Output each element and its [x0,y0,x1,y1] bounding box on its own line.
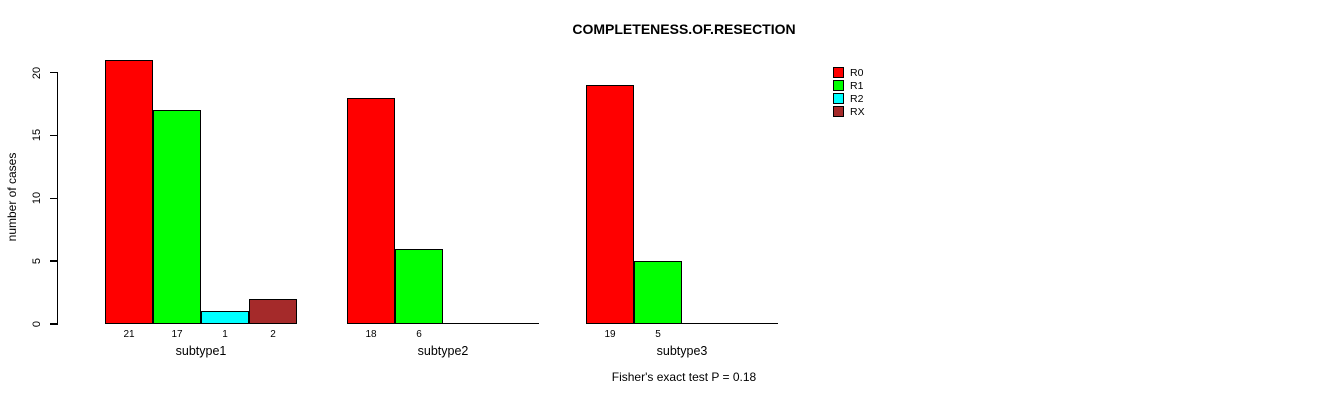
bar-r2-subtype1 [201,311,249,324]
y-axis-tick-label: 20 [31,66,43,79]
bar-r0-subtype2 [347,97,395,324]
y-axis-tick-label: 5 [31,258,43,265]
y-axis-tick [50,323,58,325]
bar-value-label: 18 [365,329,377,340]
bar-value-label: 5 [655,329,661,340]
y-axis-tick [50,71,58,74]
legend-item-rx: RX [833,105,865,118]
bar-r0-subtype1 [105,60,153,324]
legend-label: R1 [850,79,864,92]
group-label-subtype1: subtype1 [175,344,227,358]
legend-item-r2: R2 [833,92,865,105]
y-axis-tick [50,197,58,199]
legend-swatch-r0 [833,67,844,78]
bar-value-label: 19 [604,329,616,340]
zero-bar-line [491,322,539,324]
bar-value-label: 17 [171,329,183,340]
legend-label: R2 [850,92,864,105]
zero-bar-line [443,322,491,324]
y-axis-tick [50,260,58,262]
y-axis-tick [50,134,58,136]
group-label-subtype2: subtype2 [417,344,469,358]
legend-swatch-r1 [833,80,844,91]
bar-r0-subtype3 [586,85,634,324]
legend-item-r0: R0 [833,66,865,79]
bar-value-label: 1 [222,329,228,340]
footer-annotation: Fisher's exact test P = 0.18 [611,370,757,384]
zero-bar-line [682,322,730,324]
bar-r1-subtype2 [395,248,443,324]
y-axis-label: number of cases [5,152,19,242]
bar-r1-subtype3 [634,261,682,324]
legend: R0 R1 R2 RX [833,66,865,118]
legend-item-r1: R1 [833,79,865,92]
y-axis-tick-label: 15 [31,129,43,142]
y-axis-tick-label: 10 [31,192,43,205]
legend-label: RX [850,105,865,118]
bar-value-label: 2 [270,329,276,340]
bar-value-label: 21 [123,329,135,340]
bar-r1-subtype1 [153,110,201,324]
bar-value-label: 6 [416,329,422,340]
chart-title: COMPLETENESS.OF.RESECTION [572,21,796,37]
bar-rx-subtype1 [249,298,297,324]
y-axis-tick-label: 0 [31,320,43,328]
legend-label: R0 [850,66,864,79]
legend-swatch-r2 [833,93,844,104]
group-label-subtype3: subtype3 [656,344,708,358]
legend-swatch-rx [833,106,844,117]
zero-bar-line [730,322,778,324]
